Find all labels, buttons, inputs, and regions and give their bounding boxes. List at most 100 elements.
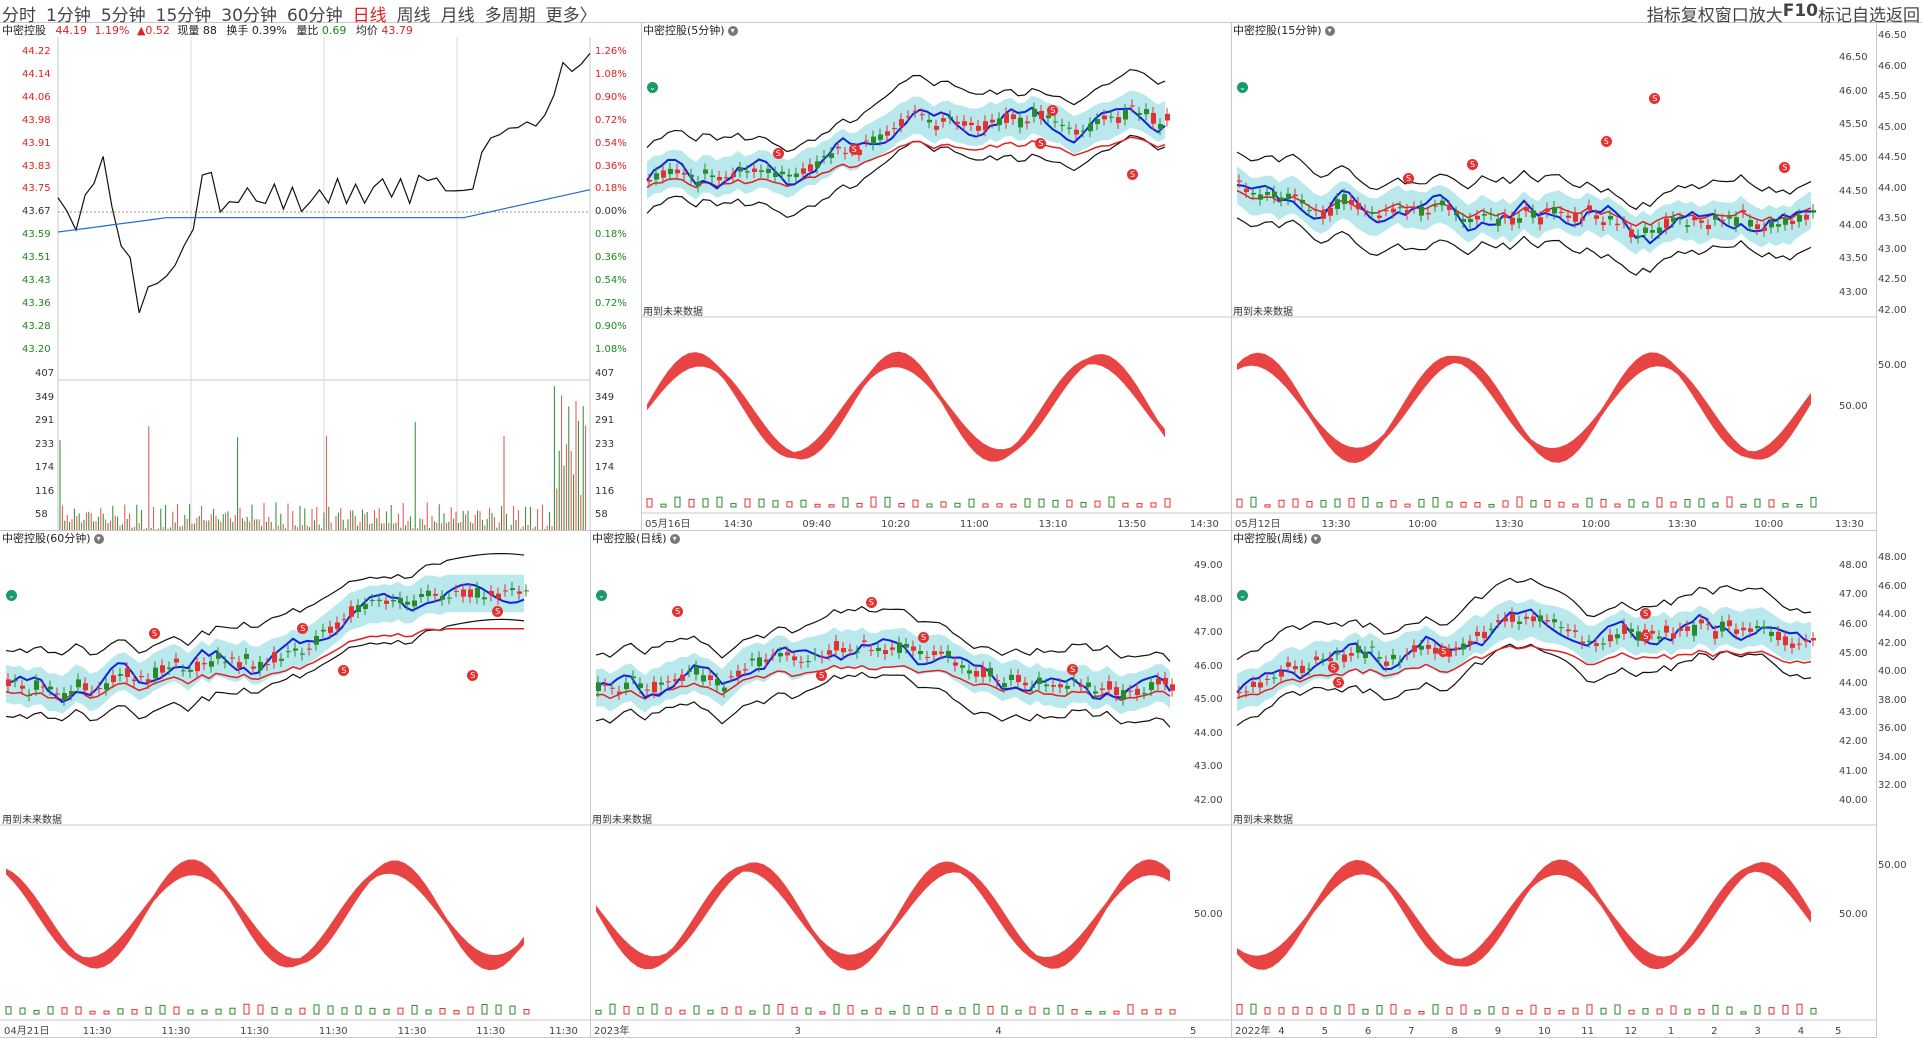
sub-volume-bar [1080,501,1087,508]
pct-tick: 0.00% [595,206,627,218]
candle-body [1377,215,1382,218]
menu-4[interactable]: 标记 [1818,6,1852,26]
sub-volume-bar [1698,498,1705,508]
price-tick: 44.22 [22,46,51,57]
kline-60min-panel[interactable]: 中密控股(60分钟) ▾ 用到未来数据 04月21日 11:30 11:30 11:30 11… [0,530,591,1038]
period-tab-1[interactable]: 1分钟 [46,6,91,26]
kline-5min-panel[interactable]: 中密控股(5分钟) ▾ 用到未来数据 05月16日 14:30 09:40 10:20 11:… [641,22,1232,531]
y-tick: 44.00 [1194,727,1223,739]
kline-chart[interactable] [1231,22,1877,531]
menu-0[interactable]: 指标 [1646,6,1681,26]
candle-body [1391,654,1396,660]
chevron-down-icon[interactable]: ▾ [1310,534,1321,544]
menu-6[interactable]: 返回 [1886,6,1920,26]
candle-body [1489,628,1494,630]
period-tab-8[interactable]: 月线 [440,6,475,26]
panel-title[interactable]: 中密控股(15分钟) ▾ [1233,22,1335,38]
candle-body [1608,215,1613,220]
chevron-down-icon[interactable]: ▾ [727,26,738,36]
sub-volume-bar [1782,503,1789,508]
kline-chart[interactable] [0,530,591,1038]
candle-body [62,693,67,701]
kline-daily-panel[interactable]: 中密控股(日线) ▾ 用到未来数据 2023年 3 4 5 49.00 48.00 47.00 46… [590,530,1232,1038]
candle-body [286,651,291,653]
period-tab-10[interactable]: 更多〉 [545,6,597,26]
period-tab-4[interactable]: 30分钟 [221,6,277,26]
menu-5[interactable]: 自选 [1852,6,1886,26]
vol-tick: 349 [35,391,55,403]
x-tick: 11:00 [959,519,989,530]
candle-body [1496,218,1501,226]
panel-title-text: 中密控股(日线) [592,532,667,545]
sub-volume-bar [800,499,807,508]
chevron-down-icon[interactable]: ▾ [669,534,680,544]
panel-title[interactable]: 中密控股(5分钟) ▾ [643,22,738,38]
sub-volume-bar [805,1007,812,1015]
candle-body [1011,114,1016,120]
candle-body [822,156,827,158]
candle-body [976,125,981,131]
candle-body [1664,625,1669,633]
right-weekly-y-tick: 38.00 [1878,694,1907,706]
menu-2[interactable]: 窗口放大 [1714,6,1783,26]
kline-chart[interactable] [590,530,1232,1038]
period-tab-3[interactable]: 15分钟 [155,6,212,26]
x-tick: 10:20 [881,519,910,530]
vol-tick-right: 116 [595,485,615,497]
menu-1[interactable]: 复权 [1680,6,1715,26]
period-tab-7[interactable]: 周线 [396,6,431,26]
x-tick: 13:30 [1667,519,1697,530]
sub-volume-bar [1418,1010,1425,1015]
panel-title[interactable]: 中密控股(日线) ▾ [592,530,680,546]
candle-body [1405,653,1410,655]
period-tab-9[interactable]: 多周期 [484,6,536,26]
vol-tick-right: 291 [595,415,615,426]
panel-title[interactable]: 中密控股(周线) ▾ [1233,530,1321,546]
period-tab-2[interactable]: 5分钟 [100,6,146,26]
chevron-down-icon[interactable]: ▾ [93,534,104,544]
sub-volume-bar [758,498,765,508]
right-y-tick: 46.50 [1878,30,1907,41]
sub-volume-bar [131,1009,138,1015]
candle-body [997,118,1002,126]
sub-volume-bar [1698,1008,1705,1015]
kline-weekly-panel[interactable]: 中密控股(周线) ▾ 用到未来数据 2022年 4 5 6 7 8 9 10 11 12 1 2 3 4 5 48.… [1231,530,1877,1038]
candle-body [876,647,881,651]
sub-volume-bar [917,1006,924,1015]
sub-volume-bar [1684,499,1691,508]
period-tab-6[interactable]: 日线 [352,6,387,26]
x-tick: 4 [1797,1026,1805,1037]
menu-3[interactable]: F10 [1782,1,1818,21]
candle-body [377,599,382,601]
sell-signal-icon: S [1640,607,1652,619]
right-y-tick: 44.00 [1878,182,1907,194]
kline-15min-panel[interactable]: 中密控股(15分钟) ▾ 用到未来数据 05月12日 13:30 10:00 13:30 10… [1231,22,1877,531]
candle-body [988,667,993,677]
period-tab-5[interactable]: 60分钟 [286,6,343,26]
pct-tick: 0.36% [595,252,627,264]
period-tab-0[interactable]: 分时 [2,6,36,26]
chevron-down-icon[interactable]: ▾ [1324,26,1335,36]
kline-chart[interactable] [1231,530,1877,1038]
candle-body [1363,210,1368,212]
candle-body [97,687,102,689]
sub-volume-bar [1572,1007,1579,1015]
sub-volume-bar [1169,1009,1176,1015]
vol-tick: 407 [35,368,55,379]
oscillator-wave [1237,352,1811,464]
timeshare-chart[interactable] [0,22,641,530]
panel-title[interactable]: 中密控股(60分钟) ▾ [2,530,104,546]
candle-body [848,649,853,651]
y-tick: 48.00 [1839,560,1868,571]
candle-body [1086,682,1091,688]
kline-chart[interactable] [641,22,1232,531]
candle-body [878,134,883,140]
candle-body [1356,645,1361,653]
candle-body [1524,206,1529,212]
pct-change: 1.19% [94,24,130,37]
candle-body [694,666,699,675]
candle-body [314,635,319,645]
vol-tick-right: 407 [595,368,615,379]
candle-body [820,656,825,658]
sub-volume-bar [1390,1004,1397,1015]
